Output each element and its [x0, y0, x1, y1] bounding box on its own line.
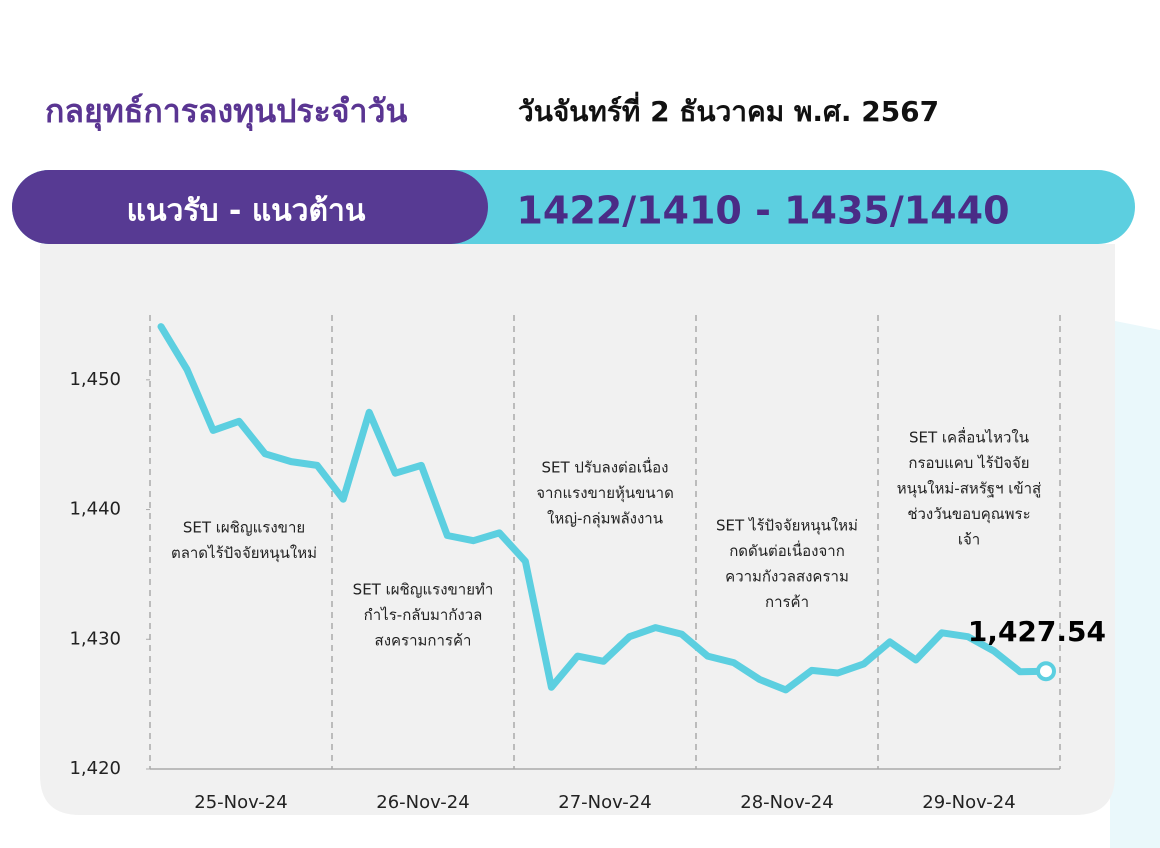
x-tick-label: 25-Nov-24: [194, 792, 287, 813]
x-tick-label: 28-Nov-24: [740, 792, 833, 813]
annotation: SET ไร้ปัจจัยหนุนใหม่: [716, 517, 858, 536]
annotation: ตลาดไร้ปัจจัยหนุนใหม่: [171, 544, 317, 563]
y-tick-label: 1,420: [69, 758, 121, 779]
annotation: จากแรงขายหุ้นขนาด: [536, 484, 674, 503]
banner-label-bg: [12, 170, 488, 244]
annotation: กำไร-กลับมากังวล: [364, 606, 483, 624]
annotation: เจ้า: [958, 531, 980, 549]
x-tick-label: 27-Nov-24: [558, 792, 651, 813]
y-tick-label: 1,440: [69, 499, 121, 520]
y-tick-label: 1,450: [69, 369, 121, 390]
decor-shape: [1110, 320, 1160, 848]
annotation: สงครามการค้า: [375, 632, 472, 650]
y-tick-label: 1,430: [69, 628, 121, 649]
page-date: วันจันทร์ที่ 2 ธันวาคม พ.ศ. 2567: [518, 91, 939, 128]
annotation: SET ปรับลงต่อเนื่อง: [541, 457, 668, 477]
end-marker: [1036, 661, 1056, 682]
banner-levels: 1422/1410 - 1435/1440: [516, 189, 1009, 233]
x-tick-label: 26-Nov-24: [376, 792, 469, 813]
price-line: [157, 323, 1050, 694]
annotation: SET เผชิญแรงขายทำ: [353, 581, 494, 599]
annotation: ความกังวลสงคราม: [725, 568, 849, 586]
page-title: กลยุทธ์การลงทุนประจำวัน: [45, 92, 407, 132]
annotation: SET เคลื่อนไหวใน: [909, 427, 1029, 447]
banner-label: แนวรับ - แนวต้าน: [127, 194, 366, 229]
annotation: กรอบแคบ ไร้ปัจจัย: [908, 454, 1029, 472]
annotation: ใหญ่-กลุ่มพลังงาน: [547, 510, 663, 529]
plot: 1,420 1,430 1,440 1,450 25-Nov-24 26-Nov-24 27…: [69, 315, 1106, 813]
annotation: การค้า: [765, 593, 809, 611]
annotation: กดดันต่อเนื่องจาก: [729, 540, 845, 560]
annotation: หนุนใหม่-สหรัฐฯ เข้าสู่: [897, 480, 1041, 499]
annotation: ช่วงวันขอบคุณพระ: [907, 505, 1030, 524]
end-label: 1,427.54: [968, 615, 1106, 648]
x-tick-label: 29-Nov-24: [922, 792, 1015, 813]
annotation: SET เผชิญแรงขาย: [183, 519, 305, 537]
